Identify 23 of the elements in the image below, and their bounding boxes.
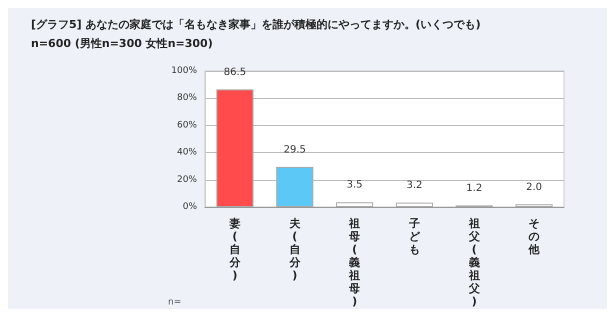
y-tick-label: 80% xyxy=(176,93,198,104)
x-tick-label: 祖母(義祖母) xyxy=(348,217,360,308)
data-label: 29.5 xyxy=(284,144,306,156)
chart-title: [グラフ5] あなたの家庭では「名もなき家事」を誰が積極的にやってますか。(いくつでも) xyxy=(31,18,481,31)
x-tick-label: その他 xyxy=(528,217,541,256)
data-label: 1.2 xyxy=(466,182,482,194)
bar xyxy=(276,166,314,207)
data-label: 3.2 xyxy=(406,180,422,192)
y-tick-label: 100% xyxy=(171,66,198,76)
data-label: 3.5 xyxy=(346,180,363,191)
bar xyxy=(216,89,254,207)
y-tick-label: 20% xyxy=(176,174,198,185)
text: n= xyxy=(168,298,182,308)
data-label: 86.5 xyxy=(224,66,246,78)
chart-subtitle: n=600 (男性n=300 女性n=300) xyxy=(31,37,213,50)
x-tick-label: 妻(自分) xyxy=(228,217,242,282)
y-tick-label: 60% xyxy=(176,120,198,130)
data-label: 2.0 xyxy=(526,182,542,193)
y-tick-label: 40% xyxy=(176,148,198,158)
y-tick-label: 0% xyxy=(182,202,198,212)
x-tick-label: 夫(自分) xyxy=(288,217,302,282)
x-tick-label: 祖父(義祖父) xyxy=(468,217,480,308)
x-tick-label: 子ども xyxy=(408,217,421,256)
